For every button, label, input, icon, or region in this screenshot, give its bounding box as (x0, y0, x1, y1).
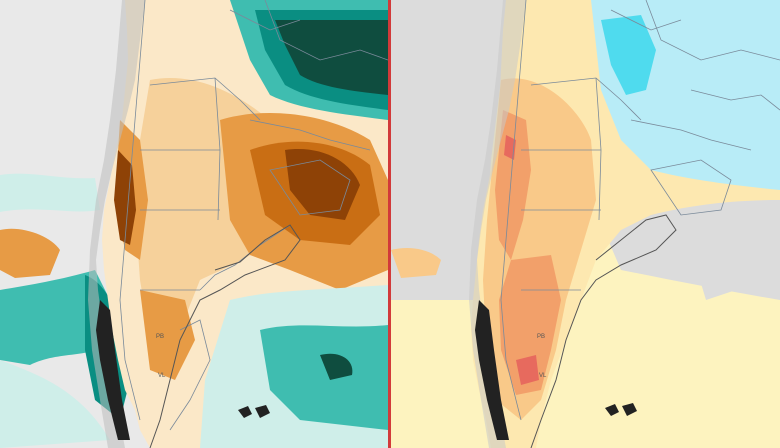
right-atlantic-coastline (530, 214, 677, 448)
right-cool-strong-chaco (601, 15, 656, 95)
left-dry-patagonia (140, 290, 195, 380)
right-chile-fjords (475, 300, 509, 440)
panel-divider (388, 0, 391, 448)
left-wet-atlantic-core (320, 353, 353, 380)
left-map: PB VL (0, 0, 388, 448)
left-dry-pacific-patch (0, 228, 60, 278)
left-wet-pacific-north (0, 173, 100, 212)
right-falkland-islands (605, 403, 637, 416)
left-wet-pacific-far-south (0, 360, 110, 448)
right-map-panel: PB VL (391, 0, 780, 448)
left-wet-atlantic-mid (260, 325, 388, 430)
left-chile-fjords (96, 300, 130, 440)
left-borders (119, 0, 388, 431)
right-warm-pacific-patch (391, 248, 441, 278)
right-map: PB VL (391, 0, 780, 448)
right-label-vl: VL (539, 373, 547, 379)
left-dry-extreme-core (285, 149, 360, 220)
right-ocean-gray-patch (691, 245, 736, 300)
left-label-vl: VL (158, 373, 166, 379)
right-label-pb: PB (537, 334, 545, 340)
left-falkland-islands (238, 405, 270, 418)
left-label-pb: PB (156, 334, 164, 340)
right-borders (500, 0, 780, 421)
left-atlantic-coastline (149, 224, 301, 448)
left-map-panel: PB VL (0, 0, 388, 448)
right-warm-strong-patagonia (516, 355, 539, 385)
right-warm-mid-andes (495, 110, 531, 260)
